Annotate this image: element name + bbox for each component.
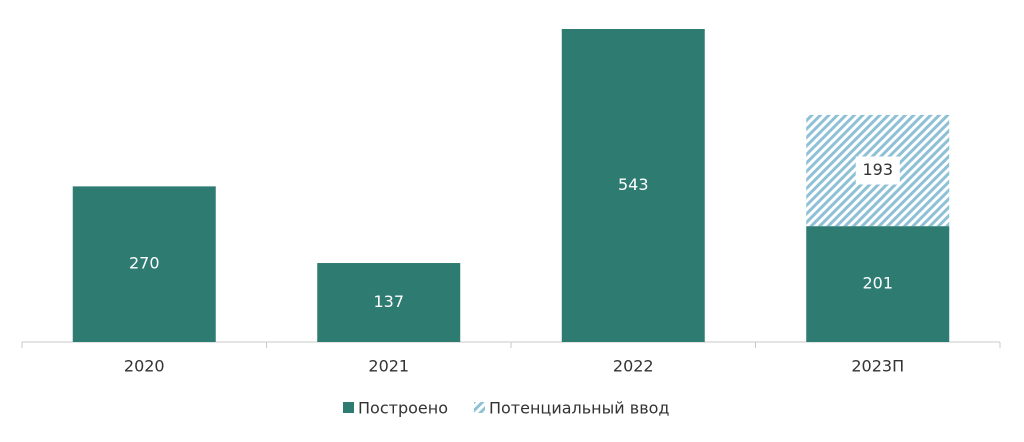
value-label: 270 — [129, 254, 160, 273]
label-box — [855, 156, 900, 185]
value-label: 193 — [862, 160, 893, 179]
x-tick-label: 2022 — [613, 357, 654, 376]
bar — [72, 186, 216, 342]
value-label: 543 — [618, 175, 649, 194]
legend-label: Потенциальный ввод — [489, 399, 669, 418]
legend-label: Построено — [358, 399, 448, 418]
bar — [806, 226, 950, 342]
bar — [561, 29, 705, 342]
legend-swatch — [473, 402, 485, 413]
legend-swatch — [343, 402, 354, 413]
x-tick-label: 2020 — [124, 357, 165, 376]
value-label: 201 — [862, 274, 893, 293]
value-label: 137 — [373, 292, 404, 311]
x-tick-label: 2021 — [368, 357, 409, 376]
bar — [317, 263, 461, 342]
x-tick-label: 2023П — [851, 357, 904, 376]
